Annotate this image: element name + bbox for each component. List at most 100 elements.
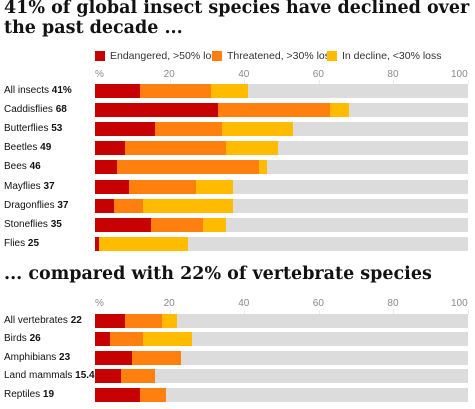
bar-segment-butterflies-in-decline [221, 122, 293, 137]
bar-segment-all-vertebrates-endangered [95, 314, 125, 328]
legend-label-endangered: Endangered, >50% loss [110, 50, 222, 62]
bar-row-reptiles: Reptiles 19 [0, 387, 475, 402]
category-total: 68 [55, 104, 67, 116]
tick-label-40: 40 [238, 298, 250, 309]
gridline [244, 80, 246, 84]
legend-label-in-decline: In decline, <30% loss [342, 50, 442, 62]
bar-row-amphibians: Amphibians 23 [0, 350, 475, 365]
bar-segment-birds-in-decline [143, 332, 192, 347]
category-total: 22 [70, 315, 82, 326]
category-name: Bees [4, 161, 27, 173]
gridline [468, 80, 469, 84]
bar-segment-butterflies-endangered [95, 122, 155, 137]
tick-label-60: 60 [312, 69, 324, 80]
bar-segment-caddisflies-in-decline [329, 103, 349, 118]
bar-segment-reptiles-threatened [139, 387, 166, 402]
bar-row-caddisflies: Caddisflies 68 [0, 103, 475, 118]
bar-track [95, 160, 468, 175]
bar-segment-all-insects-in-decline [210, 84, 248, 98]
tick-label-80: 80 [387, 69, 399, 80]
bar-segment-bees-in-decline [259, 160, 267, 175]
bar-row-bees: Bees 46 [0, 160, 475, 175]
row-label-land-mammals: Land mammals 15.4 [4, 369, 95, 383]
category-total: 23 [59, 351, 71, 363]
gridline [318, 80, 320, 84]
tick-label-60: 60 [312, 298, 324, 309]
legend-item-endangered: Endangered, >50% loss [95, 50, 222, 62]
category-name: Mayflies [4, 180, 41, 192]
category-name: Flies [4, 237, 26, 249]
category-total: 25 [27, 237, 40, 249]
bar-row-land-mammals: Land mammals 15.4 [0, 369, 475, 384]
bar-track [95, 198, 468, 213]
bar-row-beetles: Beetles 49 [0, 141, 475, 156]
bar-row-stoneflies: Stoneflies 35 [0, 217, 475, 232]
bar-segment-stoneflies-in-decline [203, 217, 226, 232]
bar-row-dragonflies: Dragonflies 37 [0, 198, 475, 213]
bar-segment-dragonflies-in-decline [143, 198, 233, 213]
row-label-birds: Birds 26 [4, 332, 41, 346]
bar-segment-mayflies-in-decline [195, 179, 233, 194]
bar-segment-land-mammals-threatened [121, 369, 155, 384]
category-name: All insects [4, 85, 50, 96]
tick-label-20: 20 [163, 69, 175, 80]
category-total: 37 [57, 199, 69, 211]
bar-track [95, 369, 468, 384]
bar-segment-dragonflies-threatened [113, 198, 144, 213]
gridline [244, 310, 246, 314]
chart-title-insects: 41% of global insect species have declin… [4, 0, 470, 38]
bar-track [95, 217, 468, 232]
category-total: 46 [29, 161, 41, 173]
bar-segment-bees-endangered [95, 160, 118, 175]
row-label-all-insects: All insects 41% [4, 84, 72, 98]
bar-track [95, 103, 468, 118]
category-total: 41% [51, 85, 72, 96]
legend-swatch-endangered [95, 51, 105, 61]
bar-track [95, 122, 468, 137]
bar-row-birds: Birds 26 [0, 332, 475, 347]
category-total: 15.4 [75, 370, 95, 382]
category-name: Beetles [4, 142, 38, 154]
bar-segment-stoneflies-threatened [150, 217, 204, 232]
legend-item-in-decline: In decline, <30% loss [327, 50, 442, 62]
category-total: 53 [51, 123, 63, 135]
category-total: 49 [40, 142, 52, 154]
gridline [393, 80, 395, 84]
tick-label-100: 100 [451, 69, 468, 80]
category-name: Land mammals [4, 370, 73, 382]
bar-segment-flies-endangered [95, 236, 99, 251]
bar-segment-birds-endangered [95, 332, 110, 347]
bar-segment-beetles-threatened [124, 141, 226, 156]
bar-segment-amphibians-endangered [95, 350, 133, 365]
bar-segment-flies-in-decline [98, 236, 189, 251]
bar-track [95, 332, 468, 347]
bar-track [95, 236, 468, 251]
bar-track [95, 84, 468, 98]
bar-row-butterflies: Butterflies 53 [0, 122, 475, 137]
row-label-stoneflies: Stoneflies 35 [4, 218, 62, 232]
tick-label-20: 20 [163, 298, 175, 309]
gridline [468, 310, 469, 314]
bar-segment-dragonflies-endangered [95, 198, 114, 213]
legend-swatch-in-decline [327, 51, 337, 61]
bar-row-flies: Flies 25 [0, 236, 475, 251]
bar-row-all-insects: All insects 41% [0, 84, 475, 98]
bar-track [95, 387, 468, 402]
row-label-caddisflies: Caddisflies 68 [4, 103, 67, 117]
bar-row-all-vertebrates: All vertebrates 22 [0, 314, 475, 328]
bar-segment-all-insects-endangered [95, 84, 140, 98]
category-total: 35 [50, 218, 62, 230]
row-label-bees: Bees 46 [4, 160, 41, 174]
bar-track [95, 141, 468, 156]
row-label-dragonflies: Dragonflies 37 [4, 199, 69, 213]
bar-segment-caddisflies-threatened [218, 103, 330, 118]
bar-segment-all-vertebrates-threatened [124, 314, 163, 328]
legend-swatch-threatened [212, 51, 222, 61]
category-name: Caddisflies [4, 104, 53, 116]
row-label-amphibians: Amphibians 23 [4, 351, 70, 365]
tick-label-percent: % [95, 298, 104, 309]
row-label-reptiles: Reptiles 19 [4, 388, 54, 402]
bar-row-mayflies: Mayflies 37 [0, 179, 475, 194]
category-total: 26 [29, 333, 41, 345]
row-label-beetles: Beetles 49 [4, 141, 51, 155]
